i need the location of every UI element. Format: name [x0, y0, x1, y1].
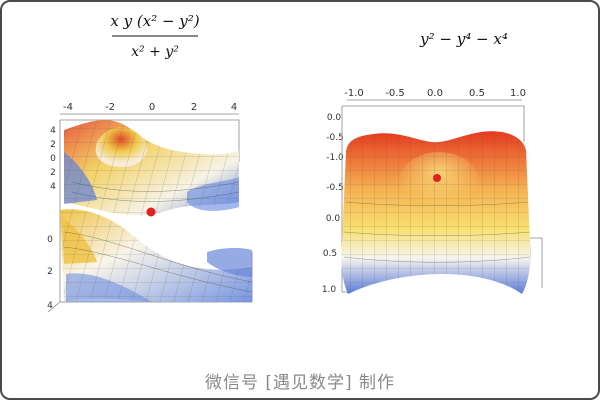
right-surface [341, 131, 531, 294]
left-side-axis: 4 2 0 2 4 0 2 4 [47, 126, 56, 311]
left-panel: x y (x² − y²) x² + y² -4 -2 0 2 4 4 2 0 … [47, 12, 253, 313]
right-tick: 0.0 [427, 88, 443, 99]
right-tick: -0.5 [385, 88, 405, 99]
right-formula: y² − y⁴ − x⁴ [419, 30, 508, 48]
right-side-tick: 0.0 [326, 214, 341, 224]
right-tick: -1.0 [344, 88, 364, 99]
right-side-tick: 0.0 [327, 113, 342, 123]
watermark-caption: 微信号 [遇见数学] 制作 [204, 373, 396, 393]
right-center-marker [433, 174, 441, 182]
right-side-tick: -0.5 [326, 183, 344, 193]
left-side-tick: 4 [50, 126, 56, 136]
left-side-tick: 2 [47, 267, 53, 277]
left-tick: 0 [149, 102, 155, 113]
left-center-marker [146, 207, 156, 217]
right-tick: 1.0 [510, 88, 526, 99]
left-side-tick: 2 [50, 140, 56, 150]
right-side-tick: -1.0 [326, 153, 344, 163]
right-side-axis: 0.0 -0.5 -1.0 -0.5 0.0 0.5 1.0 [322, 113, 344, 295]
left-top-axis: -4 -2 0 2 4 [60, 102, 239, 115]
left-side-tick: 4 [50, 182, 56, 192]
right-tick: 0.5 [469, 88, 485, 99]
left-side-tick: 0 [50, 154, 56, 164]
left-formula-numerator: x y (x² − y²) [110, 12, 199, 30]
left-side-tick: 2 [50, 168, 56, 178]
left-tick: -2 [105, 102, 115, 113]
right-side-tick: -0.5 [326, 133, 344, 143]
left-tick: 4 [231, 102, 237, 113]
right-side-tick: 0.5 [323, 249, 337, 259]
left-formula-denominator: x² + y² [131, 44, 179, 60]
left-side-tick: 0 [47, 235, 53, 245]
left-side-tick: 4 [47, 301, 53, 311]
right-top-axis: -1.0 -0.5 0.0 0.5 1.0 [344, 88, 526, 101]
left-tick: 2 [191, 102, 197, 113]
left-surface [60, 120, 253, 302]
right-panel: y² − y⁴ − x⁴ -1.0 -0.5 0.0 0.5 1.0 0.0 -… [322, 30, 543, 295]
left-formula: x y (x² − y²) x² + y² [110, 12, 199, 60]
left-tick: -4 [63, 102, 73, 113]
right-side-tick: 1.0 [322, 285, 337, 295]
